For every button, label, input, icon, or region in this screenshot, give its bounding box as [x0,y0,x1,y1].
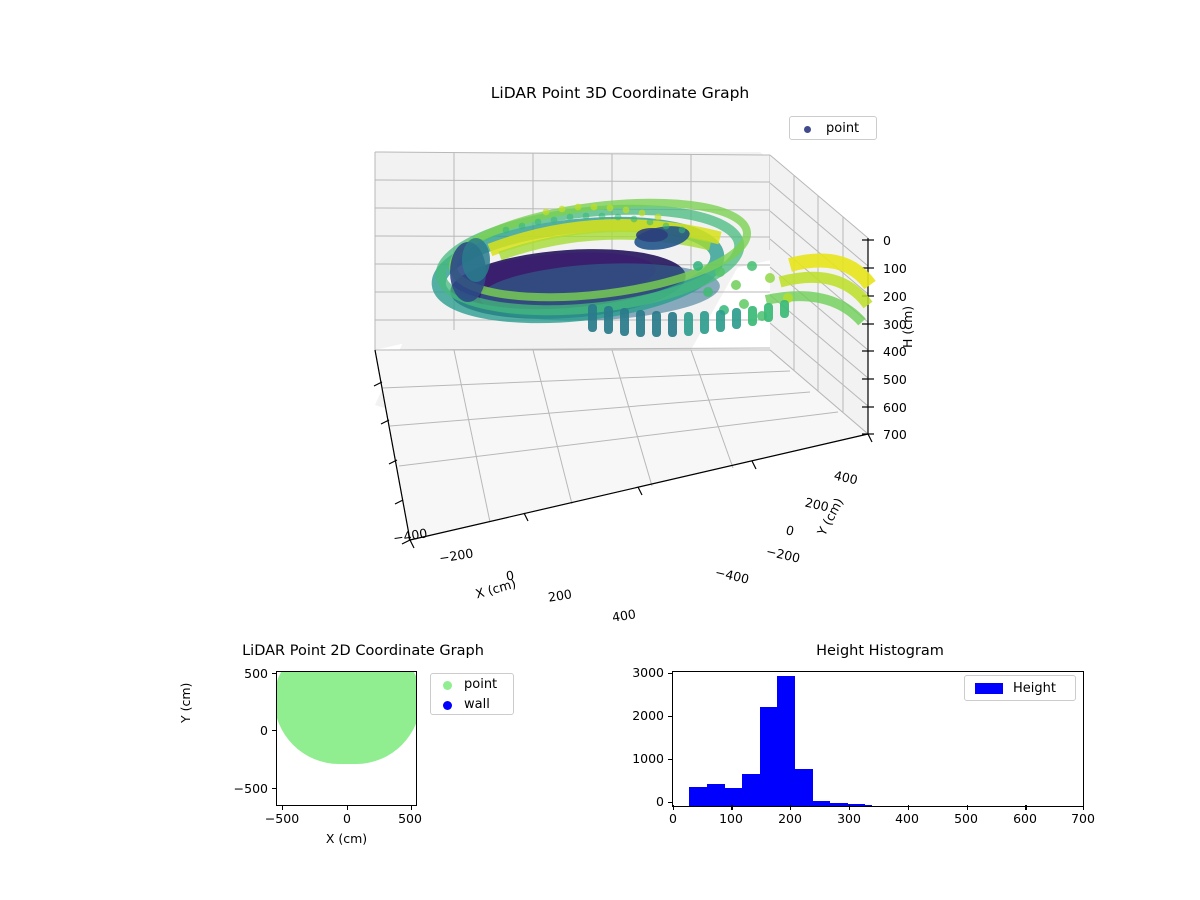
plot2d-legend: point wall [430,673,514,715]
histogram-ytick-2000: 2000 [632,708,664,723]
plot2d-point-cluster [277,672,416,764]
lidar-2d-plot-panel: LiDAR Point 2D Coordinate Graph 500 0 −5… [178,635,540,865]
plot3d-ztick-0: 0 [883,233,891,248]
histogram-bar [777,676,795,806]
histogram-bar [865,804,873,806]
plot2d-title: LiDAR Point 2D Coordinate Graph [242,643,484,659]
lidar-3d-plot-panel: LiDAR Point 3D Coordinate Graph point [300,60,940,630]
plot3d-ztick-500: 500 [883,372,907,387]
plot2d-yaxis-label: Y (cm) [178,682,193,723]
histogram-xtick-0: 0 [669,811,677,826]
histogram-bar [724,788,743,806]
plot2d-xtick-mark [411,805,413,810]
histogram-xtick-mark [966,805,968,810]
plot3d-zticks [862,239,874,435]
y-axis-spine [409,433,869,541]
plot2d-xaxis-label: X (cm) [325,831,368,846]
legend-point-label: point [826,121,860,136]
plot2d-ytick-0: 0 [260,723,268,738]
legend-height-label: Height [1013,681,1056,696]
plot3d-yticks [409,433,873,549]
plot2d-axes [276,671,417,806]
legend-point-marker-icon [804,126,811,133]
histogram-bar [795,768,813,806]
x-axis-spine [374,349,411,541]
histogram-xtick-400: 400 [895,811,919,826]
plot2d-xtick-mark [347,805,349,810]
histogram-xtick-200: 200 [778,811,802,826]
plot2d-xtick-mark [282,805,284,810]
plot2d-xtick-500: 500 [398,811,422,826]
histogram-ytick-0: 0 [656,794,664,809]
histogram-xtick-100: 100 [719,811,743,826]
plot3d-point-cloud [431,198,876,337]
histogram-ytick-mark [668,715,673,718]
histogram-bar [759,707,778,806]
histogram-bar [742,773,760,806]
plot3d-ztick-600: 600 [883,400,907,415]
plot2d-ytick-500: 500 [244,666,268,681]
height-histogram-panel: Height Histogram 3000 2000 1000 0 0 100 … [620,635,1100,865]
histogram-xtick-mark [907,805,910,810]
plot3d-zaxis-label: H (cm) [900,305,915,348]
plot3d-legend: point [789,116,877,140]
histogram-xtick-600: 600 [1013,811,1037,826]
histogram-legend: Height [964,675,1076,701]
plot3d-title: LiDAR Point 3D Coordinate Graph [490,84,750,102]
legend-height-swatch-icon [975,683,1003,694]
plot3d-ztick-300: 300 [883,317,907,332]
plot3d-spines [374,238,869,541]
histogram-bar [830,803,848,806]
plot2d-ytick-mark [272,788,277,790]
histogram-title: Height Histogram [816,643,944,659]
histogram-xtick-700: 700 [1071,811,1095,826]
plot3d-ztick-400: 400 [883,344,907,359]
plot3d-xticks [373,381,411,545]
histogram-ytick-mark [668,759,673,761]
legend-row-wall: wall [431,694,515,715]
legend-wall-label: wall [464,697,490,712]
histogram-ytick-mark [668,672,673,674]
plot3d-ztick-100: 100 [883,261,907,276]
histogram-bar [812,800,831,806]
plot3d-ztick-700: 700 [883,427,907,442]
plot3d-ztick-200: 200 [883,289,907,304]
histogram-ytick-mark [668,802,673,804]
plot2d-xtick--500: −500 [264,811,300,826]
legend-point-label: point [464,677,498,692]
histogram-bar [689,786,707,806]
histogram-ytick-3000: 3000 [632,665,664,680]
histogram-bar [707,784,725,806]
legend-wall-marker-icon [443,701,452,710]
plot2d-ytick-mark [272,730,277,732]
plot2d-xtick-0: 0 [343,811,351,826]
histogram-xtick-mark [1083,805,1085,810]
histogram-xtick-500: 500 [954,811,978,826]
histogram-xtick-mark [849,805,851,810]
histogram-xtick-mark [1025,805,1027,810]
plot2d-ytick-mark [272,673,277,675]
histogram-ytick-1000: 1000 [632,751,664,766]
histogram-xtick-mark [731,805,733,810]
histogram-xtick-mark [790,805,792,810]
histogram-xtick-mark [672,805,674,810]
legend-row-point: point [431,674,515,695]
legend-point-marker-icon [443,681,452,690]
histogram-xtick-300: 300 [837,811,861,826]
plot3d-canvas [373,151,876,549]
histogram-bar [847,804,866,806]
plot2d-ytick--500: −500 [233,781,268,796]
